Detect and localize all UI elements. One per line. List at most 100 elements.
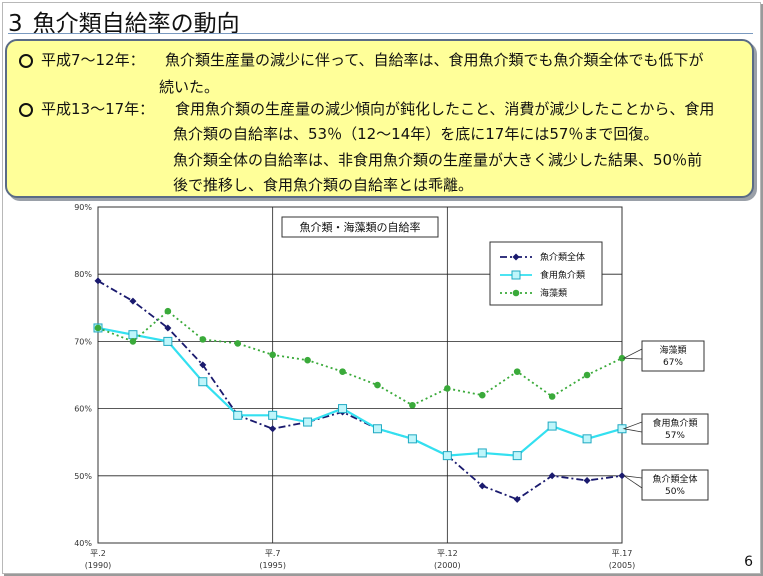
callout-frame [641, 340, 705, 372]
data-point-食用魚介類 [582, 434, 592, 444]
data-point-食用魚介類 [477, 448, 487, 458]
chart-title: 魚介類・海藻類の自給率 [300, 220, 421, 234]
callout-pointer [622, 348, 643, 360]
x-tick-year-label: (2000) [434, 561, 461, 570]
y-tick-label: 70% [74, 337, 92, 346]
data-point-食用魚介類 [233, 410, 243, 420]
callout-食用魚介類: 食用魚介類 57% [622, 413, 709, 445]
period2-label: 平成13～17年： [41, 100, 155, 118]
data-point-食用魚介類 [407, 434, 417, 444]
bullet-circle-icon [19, 54, 33, 68]
data-point-魚介類全体 [513, 495, 521, 503]
callout-frame [641, 413, 709, 445]
data-point-食用魚介類 [128, 330, 138, 340]
x-tick-label: 平.12 [437, 549, 458, 558]
legend-label: 食用魚介類 [540, 269, 585, 281]
y-tick-label: 50% [74, 472, 92, 481]
x-tick-label: 平.7 [265, 549, 281, 558]
data-point-食用魚介類 [338, 404, 348, 414]
data-point-海藻類 [583, 371, 591, 379]
callout-value: 57% [665, 431, 685, 441]
callout-frame [641, 469, 709, 501]
data-point-海藻類 [409, 401, 416, 409]
data-point-魚介類全体 [548, 472, 556, 480]
x-tick-label: 平.2 [90, 549, 106, 558]
series-line-食用魚介類 [97, 326, 623, 457]
data-point-海藻類 [234, 340, 242, 347]
data-point-海藻類 [199, 336, 207, 343]
data-point-食用魚介類 [163, 336, 173, 346]
data-point-食用魚介類 [268, 410, 278, 420]
period2-text-line1: 食用魚介類の生産量の減少傾向が鈍化したこと、消費が減少したことから、食用 [175, 100, 715, 118]
x-tick-year-label: (1990) [85, 561, 112, 570]
section-title: 魚介類自給率の動向 [32, 11, 240, 37]
bullet-circle-icon [19, 103, 33, 117]
data-point-海藻類 [618, 354, 626, 362]
callout-pointer [622, 421, 643, 433]
data-point-食用魚介類 [547, 421, 557, 431]
series-line-海藻類 [97, 309, 623, 407]
page-number: 6 [744, 554, 753, 570]
legend-marker [512, 289, 520, 297]
title-underline [8, 33, 753, 34]
chart-title-frame [281, 216, 439, 238]
data-point-魚介類全体 [94, 277, 102, 285]
data-point-魚介類全体 [129, 297, 137, 305]
data-point-魚介類全体 [478, 482, 486, 490]
callout-value: 67% [663, 358, 683, 368]
data-point-魚介類全体 [199, 361, 207, 369]
x-tick-label: 平.17 [612, 549, 633, 558]
page-title: 3 魚介類自給率の動向 [8, 4, 240, 38]
legend-marker [512, 253, 520, 261]
data-point-海藻類 [94, 324, 102, 332]
section-number: 3 [8, 11, 23, 37]
summary-box: 平成7～12年： 魚介類生産量の減少に伴って、自給率は、食用魚介類でも魚介類全体… [5, 39, 754, 198]
data-point-海藻類 [444, 385, 451, 392]
x-tick-year-label: (2005) [609, 561, 636, 570]
y-tick-label: 40% [74, 539, 92, 548]
data-point-海藻類 [304, 356, 311, 364]
x-tick-year-label: (1995) [259, 561, 286, 570]
series-line-魚介類全体 [97, 280, 623, 501]
data-point-魚介類全体 [164, 324, 172, 332]
data-point-魚介類全体 [269, 425, 277, 433]
y-tick-label: 80% [74, 270, 92, 279]
data-point-食用魚介類 [303, 417, 313, 427]
period1-text-line2: 続いた。 [159, 78, 220, 96]
callout-label: 魚介類全体 [652, 473, 697, 485]
legend-label: 魚介類全体 [540, 251, 585, 263]
data-point-食用魚介類 [372, 424, 382, 434]
data-point-海藻類 [129, 338, 137, 345]
data-point-海藻類 [478, 391, 486, 399]
legend-marker [511, 270, 521, 280]
legend-label: 海藻類 [540, 287, 567, 299]
data-point-食用魚介類 [512, 451, 522, 461]
callout-pointer [623, 475, 643, 489]
callout-label: 海藻類 [659, 344, 686, 356]
data-point-魚介類全体 [583, 477, 591, 485]
period2-text-line2: 魚介類の自給率は、53％（12～14年）を底に17年には57％まで回復。 [173, 125, 659, 143]
period1-text-line1: 魚介類生産量の減少に伴って、自給率は、食用魚介類でも魚介類全体でも低下が [165, 51, 704, 69]
data-point-海藻類 [164, 307, 172, 315]
callout-label: 食用魚介類 [652, 417, 697, 429]
callout-value: 50% [665, 487, 685, 497]
callout-魚介類全体: 魚介類全体 50% [623, 469, 709, 501]
period2-text-line3: 魚介類全体の自給率は、非食用魚介類の生産量が大きく減少した結果、50％前 [173, 151, 703, 169]
period1-label: 平成7～12年： [41, 51, 145, 69]
y-tick-label: 60% [74, 405, 92, 414]
data-point-海藻類 [548, 393, 556, 400]
legend-frame [489, 241, 603, 306]
y-tick-label: 90% [74, 203, 92, 212]
data-point-海藻類 [269, 351, 276, 359]
callout-海藻類: 海藻類 67% [622, 340, 705, 372]
data-point-海藻類 [339, 368, 346, 375]
data-point-海藻類 [374, 381, 381, 389]
period2-text-line4: 後で推移し、食用魚介類の自給率とは乖離。 [173, 176, 474, 194]
chart-title-box: 魚介類・海藻類の自給率 [281, 216, 439, 238]
data-point-海藻類 [513, 368, 521, 375]
data-point-魚介類全体 [618, 472, 626, 480]
data-point-食用魚介類 [198, 377, 208, 387]
data-point-食用魚介類 [442, 451, 452, 461]
